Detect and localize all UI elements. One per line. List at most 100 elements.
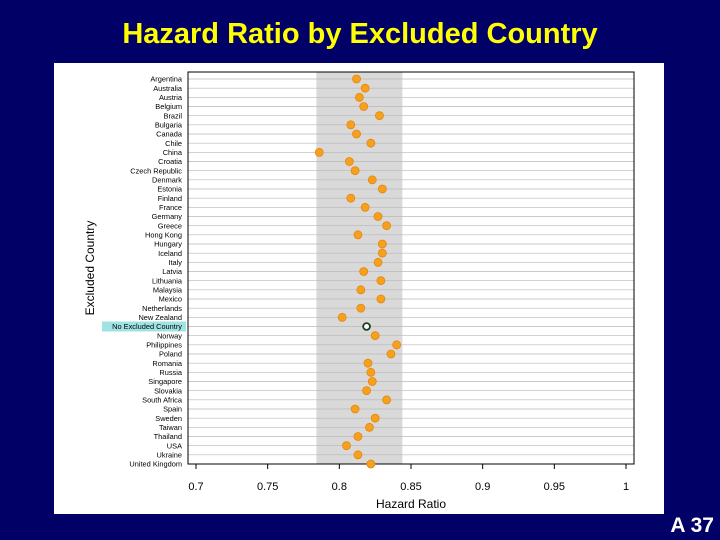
- country-label: France: [159, 203, 182, 212]
- country-label: Norway: [157, 331, 182, 340]
- x-tick-label: 0.95: [544, 481, 565, 493]
- data-point: [342, 441, 351, 451]
- country-label-layer: ArgentinaAustraliaAustriaBelgiumBrazilBu…: [102, 75, 186, 469]
- data-point: [346, 120, 356, 130]
- country-label: Australia: [153, 84, 183, 93]
- data-point: [354, 92, 364, 102]
- country-label: Spain: [163, 405, 182, 414]
- country-label: Czech Republic: [130, 166, 182, 175]
- data-point: [362, 386, 371, 396]
- data-point: [392, 340, 402, 350]
- country-label: Thailand: [154, 432, 182, 441]
- country-label: Finland: [158, 194, 182, 203]
- plot-frame: [187, 71, 635, 465]
- data-point: [353, 432, 363, 441]
- data-point: [382, 221, 392, 231]
- country-label: China: [163, 148, 183, 157]
- data-point: [356, 303, 366, 313]
- data-point: [367, 377, 377, 386]
- country-label: South Africa: [142, 395, 183, 404]
- country-label: Denmark: [152, 175, 182, 184]
- data-point: [366, 367, 376, 377]
- data-point: [386, 349, 396, 359]
- data-point: [363, 358, 373, 368]
- country-label: Canada: [156, 130, 183, 139]
- country-label: Bulgaria: [155, 120, 183, 129]
- country-label: USA: [167, 441, 182, 450]
- data-point: [352, 74, 361, 84]
- data-point: [367, 175, 377, 185]
- slide-number: A 37: [670, 514, 714, 537]
- country-label: Iceland: [158, 249, 182, 258]
- x-tick-label: 0.7: [188, 481, 203, 493]
- country-label: Germany: [152, 212, 183, 221]
- data-point: [360, 202, 370, 212]
- country-label: Philippines: [146, 340, 182, 349]
- data-point: [377, 248, 387, 258]
- reference-label-highlight: [102, 321, 186, 332]
- country-label: Belgium: [155, 102, 182, 111]
- data-point: [314, 147, 324, 157]
- country-label: Lithuania: [152, 276, 183, 285]
- country-label: Poland: [159, 350, 182, 359]
- data-point: [353, 450, 363, 460]
- data-point: [376, 294, 386, 304]
- data-point: [359, 102, 369, 111]
- data-point: [375, 111, 384, 121]
- data-point: [353, 230, 363, 240]
- country-label: Croatia: [158, 157, 183, 166]
- country-label: Brazil: [164, 111, 183, 120]
- country-label: Argentina: [150, 75, 183, 84]
- data-point: [382, 395, 392, 405]
- country-label: Russia: [159, 368, 182, 377]
- slide-title: Hazard Ratio by Excluded Country: [122, 18, 598, 50]
- country-label: Hungary: [154, 240, 182, 249]
- reference-point: [362, 322, 371, 331]
- country-label: Ukraine: [157, 450, 182, 459]
- country-label: Latvia: [162, 267, 183, 276]
- country-label: Slovakia: [154, 386, 183, 395]
- data-point: [350, 404, 360, 414]
- x-axis-label: Hazard Ratio: [376, 497, 446, 511]
- data-point: [370, 413, 380, 423]
- country-label: Romania: [152, 359, 182, 368]
- country-label: Netherlands: [142, 304, 182, 313]
- y-axis-label: Excluded Country: [83, 221, 97, 316]
- country-label: Mexico: [159, 295, 182, 304]
- country-label: Greece: [158, 221, 182, 230]
- x-tick-label: 0.8: [332, 481, 347, 493]
- gridline-layer: [188, 78, 634, 465]
- x-tick-label: 0.75: [257, 481, 278, 493]
- country-label: United Kingdom: [129, 460, 182, 469]
- data-point: [366, 138, 376, 148]
- country-label: Chile: [165, 139, 182, 148]
- country-label: Malaysia: [153, 285, 183, 294]
- x-tick-label: 0.85: [400, 481, 421, 493]
- country-label: Estonia: [157, 185, 183, 194]
- country-label: New Zealand: [138, 313, 182, 322]
- data-point: [360, 83, 370, 93]
- country-label: No Excluded Country: [112, 322, 182, 331]
- country-label: Taiwan: [159, 423, 182, 432]
- country-label: Austria: [159, 93, 183, 102]
- data-point: [350, 166, 360, 176]
- x-tick-label: 0.9: [475, 481, 490, 493]
- country-label: Sweden: [155, 414, 182, 423]
- x-tick-layer: 0.7 0.75 0.8 0.85 0.9 0.95 1: [188, 464, 629, 493]
- country-label: Italy: [168, 258, 182, 267]
- data-point: [366, 459, 376, 469]
- data-point-layer: [314, 74, 402, 469]
- data-point: [359, 267, 369, 276]
- data-point: [377, 184, 387, 194]
- country-label: Hong Kong: [145, 230, 182, 239]
- hazard-ratio-chart: ArgentinaAustraliaAustriaBelgiumBrazilBu…: [83, 71, 635, 511]
- data-point: [365, 422, 374, 432]
- chart-panel: Argentina Australia Austria Belgium Brazil Bu…: [54, 63, 664, 514]
- x-tick-label: 1: [623, 481, 629, 493]
- data-point: [373, 212, 383, 221]
- data-point: [337, 312, 347, 322]
- country-label: Singapore: [148, 377, 182, 386]
- data-point: [373, 257, 383, 267]
- data-point: [377, 239, 387, 249]
- data-point: [356, 285, 366, 295]
